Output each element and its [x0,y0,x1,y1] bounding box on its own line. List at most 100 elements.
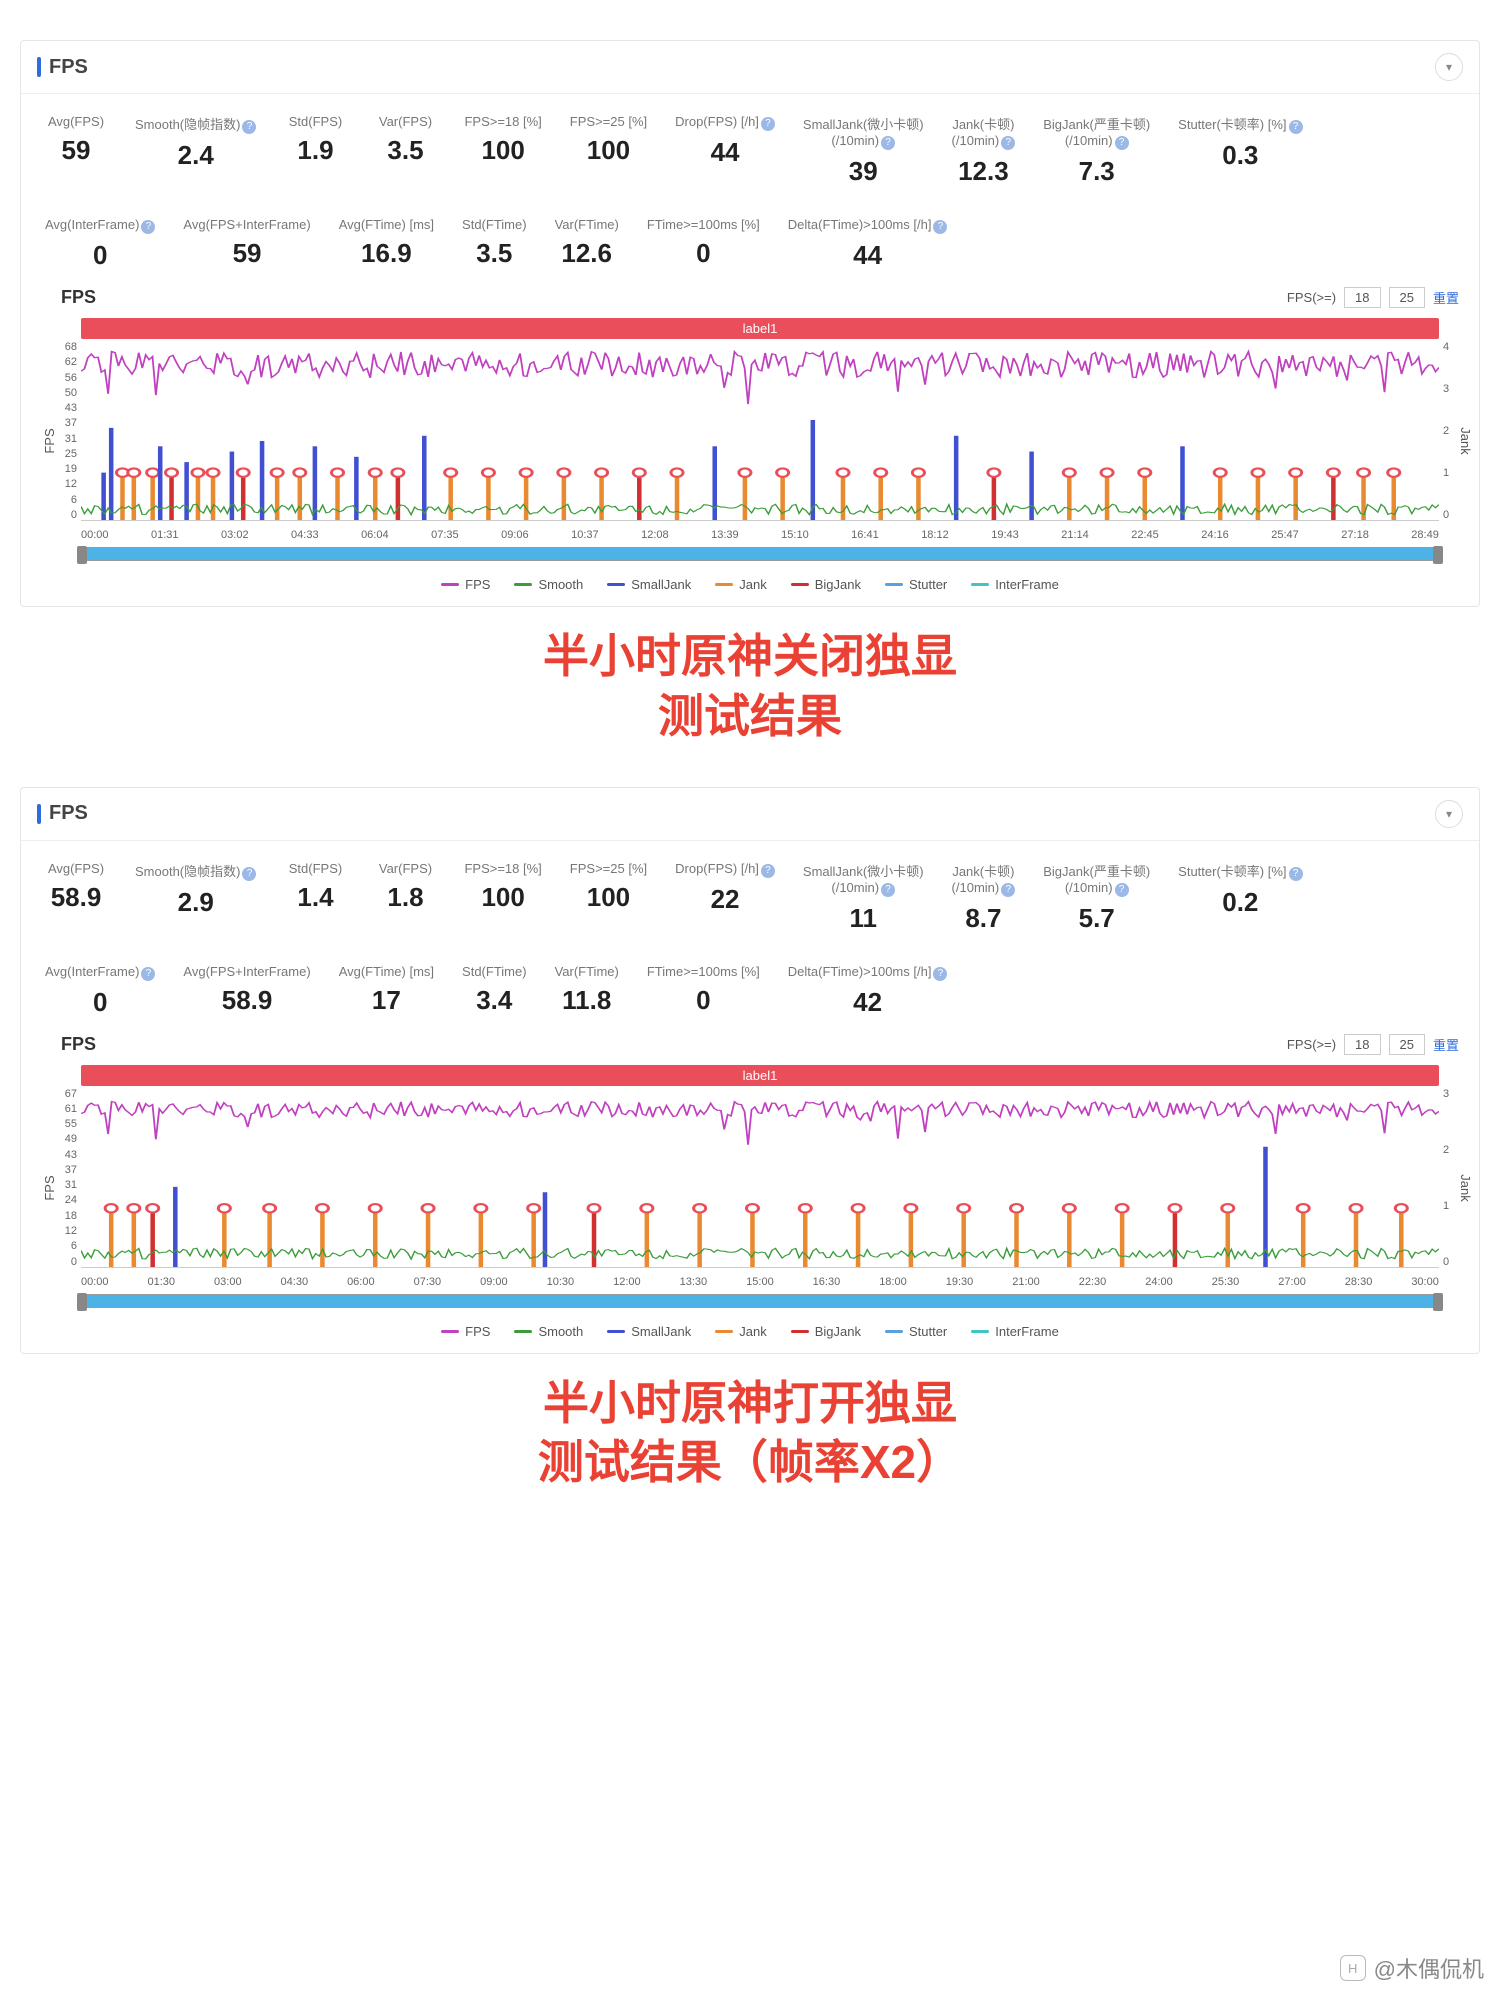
metric-value: 7.3 [1043,156,1150,187]
metric: Var(FTime) 12.6 [541,211,633,277]
time-scrubber[interactable] [81,1294,1439,1308]
metric: Avg(InterFrame)? 0 [31,958,169,1024]
metric-value: 8.7 [952,903,1016,934]
reset-link[interactable]: 重置 [1433,288,1459,307]
fps-threshold-box[interactable]: 18 [1344,287,1380,308]
metric: Std(FTime) 3.4 [448,958,541,1024]
metric-value: 17 [339,985,434,1016]
legend-item[interactable]: Jank [715,577,766,592]
legend-item[interactable]: Smooth [514,577,583,592]
chart-title: FPS [61,287,96,308]
metric-value: 1.8 [374,882,436,913]
info-icon[interactable]: ? [1289,867,1303,881]
info-icon[interactable]: ? [933,220,947,234]
fps-threshold-box[interactable]: 25 [1389,287,1425,308]
y-axis-right: 43210 [1443,341,1465,521]
legend-item[interactable]: Stutter [885,577,947,592]
legend-label: Jank [739,1324,766,1339]
reset-link[interactable]: 重置 [1433,1035,1459,1054]
metric: FPS>=25 [%] 100 [556,855,661,940]
metric-label: Avg(FPS+InterFrame) [183,217,310,232]
metric-value: 11 [803,903,924,934]
metric: SmallJank(微小卡顿)(/10min)? 39 [789,108,938,193]
metric-value: 0 [45,987,155,1018]
fps-threshold-box[interactable]: 25 [1389,1034,1425,1055]
info-icon[interactable]: ? [1115,883,1129,897]
metric: FTime>=100ms [%] 0 [633,211,774,277]
chart-plot[interactable] [81,341,1439,521]
chevron-down-icon[interactable]: ▾ [1435,53,1463,81]
watermark: H @木偶侃机 [1340,1952,1484,1984]
metric-value: 42 [788,987,948,1018]
metric: Stutter(卡顿率) [%]? 0.2 [1164,855,1316,940]
chart-label-bar[interactable]: label1 [81,318,1439,339]
info-icon[interactable]: ? [761,864,775,878]
legend-label: FPS [465,1324,490,1339]
metric-label: FPS>=25 [%] [570,114,647,129]
info-icon[interactable]: ? [242,120,256,134]
legend-label: Smooth [538,1324,583,1339]
metric-label: FPS>=18 [%] [464,114,541,129]
time-scrubber[interactable] [81,547,1439,561]
legend-label: BigJank [815,1324,861,1339]
panel-title: FPS [37,802,88,825]
metric-value: 3.5 [374,135,436,166]
metric-label: Smooth(隐帧指数)? [135,114,256,134]
metric-value: 11.8 [555,985,619,1016]
legend-item[interactable]: BigJank [791,577,861,592]
legend-item[interactable]: FPS [441,1324,490,1339]
metric: Var(FPS) 1.8 [360,855,450,940]
legend-item[interactable]: InterFrame [971,1324,1059,1339]
info-icon[interactable]: ? [881,136,895,150]
fps-panel: FPS ▾ Avg(FPS) 58.9 Smooth(隐帧指数)? 2.9 St… [20,787,1480,1354]
metric-value: 1.4 [284,882,346,913]
metric-label: Jank(卡顿)(/10min)? [952,861,1016,897]
info-icon[interactable]: ? [1289,120,1303,134]
legend-item[interactable]: InterFrame [971,577,1059,592]
metric-label: FTime>=100ms [%] [647,964,760,979]
legend-item[interactable]: SmallJank [607,577,691,592]
info-icon[interactable]: ? [242,867,256,881]
legend-label: SmallJank [631,1324,691,1339]
metric: Drop(FPS) [/h]? 22 [661,855,789,940]
watermark-text: @木偶侃机 [1374,1952,1484,1984]
metric-label: Stutter(卡顿率) [%]? [1178,861,1302,881]
legend-item[interactable]: SmallJank [607,1324,691,1339]
metric-value: 58.9 [183,985,310,1016]
info-icon[interactable]: ? [141,967,155,981]
legend-item[interactable]: BigJank [791,1324,861,1339]
x-axis: 00:0001:3003:0004:3006:0007:3009:0010:30… [81,1276,1439,1288]
legend-item[interactable]: Smooth [514,1324,583,1339]
info-icon[interactable]: ? [881,883,895,897]
metric: Avg(FPS+InterFrame) 59 [169,211,324,277]
metric-label: Delta(FTime)>100ms [/h]? [788,964,948,981]
info-icon[interactable]: ? [761,117,775,131]
info-icon[interactable]: ? [1115,136,1129,150]
x-axis: 00:0001:3103:0204:3306:0407:3509:0610:37… [81,529,1439,541]
metric-label: Std(FTime) [462,217,527,232]
info-icon[interactable]: ? [1001,136,1015,150]
metric-value: 12.6 [555,238,619,269]
legend-item[interactable]: FPS [441,577,490,592]
metric: Avg(FPS) 58.9 [31,855,121,940]
metrics-row-1: Avg(FPS) 58.9 Smooth(隐帧指数)? 2.9 Std(FPS)… [21,841,1479,944]
legend-label: BigJank [815,577,861,592]
info-icon[interactable]: ? [933,967,947,981]
legend-item[interactable]: Jank [715,1324,766,1339]
chevron-down-icon[interactable]: ▾ [1435,800,1463,828]
metric-value: 1.9 [284,135,346,166]
fps-threshold-box[interactable]: 18 [1344,1034,1380,1055]
metrics-row-2: Avg(InterFrame)? 0 Avg(FPS+InterFrame) 5… [21,944,1479,1028]
fps-threshold-label: FPS(>=) [1287,1037,1336,1052]
metric: Jank(卡顿)(/10min)? 8.7 [938,855,1030,940]
info-icon[interactable]: ? [1001,883,1015,897]
panel-caption: 半小时原神打开独显测试结果（帧率X2） [20,1374,1480,1494]
info-icon[interactable]: ? [141,220,155,234]
chart-plot[interactable] [81,1088,1439,1268]
chart-label-bar[interactable]: label1 [81,1065,1439,1086]
legend-label: FPS [465,577,490,592]
legend-item[interactable]: Stutter [885,1324,947,1339]
legend-label: SmallJank [631,577,691,592]
metric: Stutter(卡顿率) [%]? 0.3 [1164,108,1316,193]
watermark-icon: H [1340,1955,1366,1981]
